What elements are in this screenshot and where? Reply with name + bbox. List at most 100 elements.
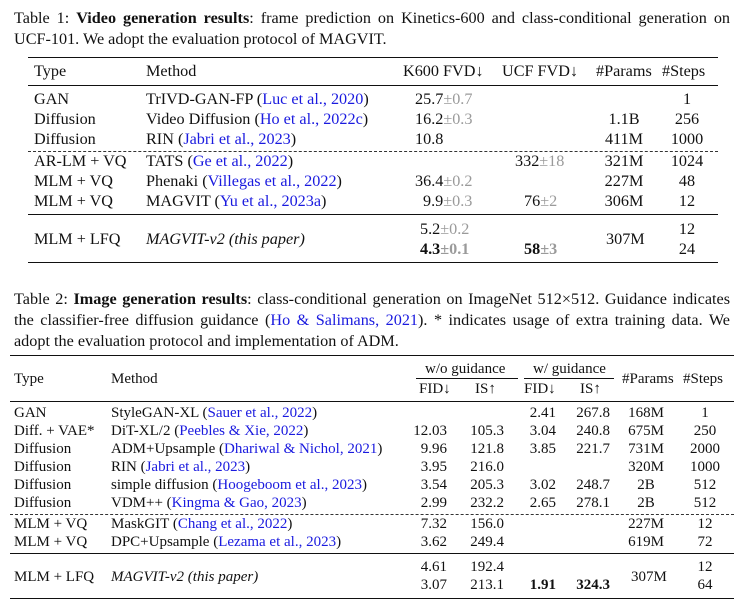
table1-ours-k600-b-pm: ±0.1 — [440, 240, 470, 258]
table1-cell-type: Diffusion — [34, 110, 96, 128]
table1-method-name: TrIVD-GAN-FP — [146, 90, 253, 108]
table1-cell-k600: 9.9±0.3 — [423, 191, 472, 211]
table1-ours-rule — [28, 214, 718, 215]
table1-ours-ucf-value: 58 — [524, 240, 541, 258]
table2-ours-guided-fid: 1.91 — [529, 577, 556, 593]
table1-k600-value: 10.8 — [415, 130, 444, 148]
table1-method-name: TATS — [146, 152, 184, 170]
table1-cell-params: 1.1B — [608, 110, 640, 128]
table2-group-wo-rule — [416, 378, 518, 379]
table2-caption-text: : class-conditional generation on ImageN… — [14, 290, 731, 329]
table1-method-name: MAGVIT — [146, 192, 211, 210]
table2-cell-type: MLM + VQ — [14, 534, 88, 550]
table2-citation-link[interactable]: Kingma & Gao, 2023 — [171, 495, 302, 511]
table1-header-steps: #Steps — [662, 62, 706, 80]
table1-citation-link[interactable]: Ge et al., 2022 — [192, 152, 288, 170]
table2-citation-link[interactable]: Sauer et al., 2022 — [207, 405, 313, 421]
table2-cell-guided-is: 267.8 — [576, 405, 610, 421]
table2-method-name: simple diffusion — [111, 477, 209, 493]
table1-cell-steps: 1000 — [670, 130, 704, 148]
table2-citation-link[interactable]: Lezama et al., 2023 — [218, 534, 337, 550]
table1-cell-type: AR-LM + VQ — [34, 152, 127, 170]
table2-cell-params: 675M — [628, 423, 664, 439]
table1-caption: Table 1: Video generation results: frame… — [14, 8, 730, 50]
table1-citation-link[interactable]: Ho et al., 2022c — [259, 110, 363, 128]
table1-k600-value: 9.9 — [423, 192, 444, 210]
table1-cell-params: 411M — [604, 130, 644, 148]
table2-cell-params: 227M — [628, 516, 664, 532]
table1-header-method: Method — [146, 62, 197, 80]
table2-method-name: ADM+Upsample — [111, 441, 216, 457]
table1-citation-link[interactable]: Yu et al., 2023a — [219, 192, 322, 210]
table1-ours-k600-b-value: 4.3 — [420, 240, 441, 258]
table1-citation-link[interactable]: Villegas et al., 2022 — [207, 172, 337, 190]
table1-citation-link[interactable]: Luc et al., 2020 — [262, 90, 364, 108]
table1-method-name: Video Diffusion — [146, 110, 251, 128]
table1-caption-title: Video generation results — [76, 9, 250, 27]
table2-cell-type: Diffusion — [14, 477, 72, 493]
table2-cell-is: 216.0 — [470, 459, 504, 475]
table2-cell-guided-fid: 3.85 — [529, 441, 556, 457]
table2-header-params: #Params — [622, 371, 674, 387]
table2-cell-params: 168M — [628, 405, 664, 421]
table1-header-k600: K600 FVD↓ — [403, 62, 484, 80]
table2-caption-citation[interactable]: Ho & Salimans, 2021 — [270, 311, 419, 329]
table2-ours-is-a: 192.4 — [470, 559, 504, 575]
table2-cell-guided-fid: 2.65 — [529, 495, 556, 511]
table2-bottom-rule — [10, 598, 734, 599]
table2-header-fid: FID↓ — [419, 381, 451, 397]
table1-ours-k600-a-value: 5.2 — [420, 220, 441, 238]
table2-cell-method: DiT-XL/2 (Peebles & Xie, 2022) — [111, 423, 309, 439]
table2-citation-link[interactable]: Hoogeboom et al., 2023 — [217, 477, 362, 493]
table1-ours-steps-b: 24 — [678, 240, 696, 258]
table2-method-name: StyleGAN-XL — [111, 405, 199, 421]
table2-cell-steps: 1000 — [690, 459, 720, 475]
table1-citation-link[interactable]: Jabri et al., 2023 — [183, 130, 291, 148]
table1-ours-type: MLM + LFQ — [34, 230, 121, 248]
table2-top-rule — [10, 355, 734, 356]
table2-ours-rule — [10, 553, 734, 554]
table2-cell-fid: 12.03 — [413, 423, 447, 439]
table2-group-w-guidance: w/ guidance — [533, 361, 606, 377]
table1-method-name: Phenaki — [146, 172, 199, 190]
table1-ours-k600-b: 4.3±0.1 — [420, 239, 469, 259]
table1-ours-ucf: 58±3 — [524, 239, 557, 259]
table1-caption-text: : frame prediction on Kinetics-600 and c… — [14, 9, 731, 48]
table2-cell-fid: 3.95 — [420, 459, 447, 475]
table2-ours-is-b: 213.1 — [470, 577, 504, 593]
table1-cell-method: TATS (Ge et al., 2022) — [146, 152, 294, 170]
table1-k600-value: 36.4 — [415, 172, 444, 190]
table1-cell-k600: 36.4±0.2 — [415, 171, 472, 191]
table1-k600-pm: ±0.3 — [443, 110, 473, 128]
table1-cell-k600: 16.2±0.3 — [415, 109, 472, 129]
table2-citation-link[interactable]: Chang et al., 2022 — [177, 516, 288, 532]
table2-cell-type: Diffusion — [14, 459, 72, 475]
table2-cell-is: 105.3 — [470, 423, 504, 439]
table1-cell-type: GAN — [34, 90, 70, 108]
table2-cell-method: DPC+Upsample (Lezama et al., 2023) — [111, 534, 342, 550]
table2-cell-guided-is: 240.8 — [576, 423, 610, 439]
table1-ours-method: MAGVIT-v2 (this paper) — [146, 230, 305, 248]
table1-cell-method: RIN (Jabri et al., 2023) — [146, 130, 297, 148]
table2-header-is: IS↑ — [475, 381, 496, 397]
table1-cell-method: Phenaki (Villegas et al., 2022) — [146, 172, 342, 190]
table2-cell-is: 205.3 — [470, 477, 504, 493]
table2-ours-method: MAGVIT-v2 (this paper) — [111, 569, 259, 585]
table2-header-steps: #Steps — [683, 371, 724, 387]
table1-cell-type: MLM + VQ — [34, 172, 113, 190]
table2-citation-link[interactable]: Peebles & Xie, 2022 — [179, 423, 304, 439]
table1-cell-k600: 10.8 — [415, 129, 443, 149]
table1-cell-steps: 1024 — [670, 152, 704, 170]
table2-header-type: Type — [14, 371, 44, 387]
table1-cell-ucf: 76±2 — [524, 191, 557, 211]
table2-citation-link[interactable]: Jabri et al., 2023 — [145, 459, 246, 475]
table1-ucf-value: 76 — [524, 192, 541, 210]
table1-cell-method: Video Diffusion (Ho et al., 2022c) — [146, 110, 369, 128]
table2-cell-type: Diffusion — [14, 441, 72, 457]
table2-method-name: DiT-XL/2 — [111, 423, 171, 439]
table2-cell-guided-is: 248.7 — [576, 477, 610, 493]
table1-cell-params: 306M — [604, 192, 644, 210]
table2-citation-link[interactable]: Dhariwal & Nichol, 2021 — [224, 441, 378, 457]
table1-cell-steps: 1 — [682, 90, 692, 108]
table2-cell-guided-is: 221.7 — [576, 441, 610, 457]
